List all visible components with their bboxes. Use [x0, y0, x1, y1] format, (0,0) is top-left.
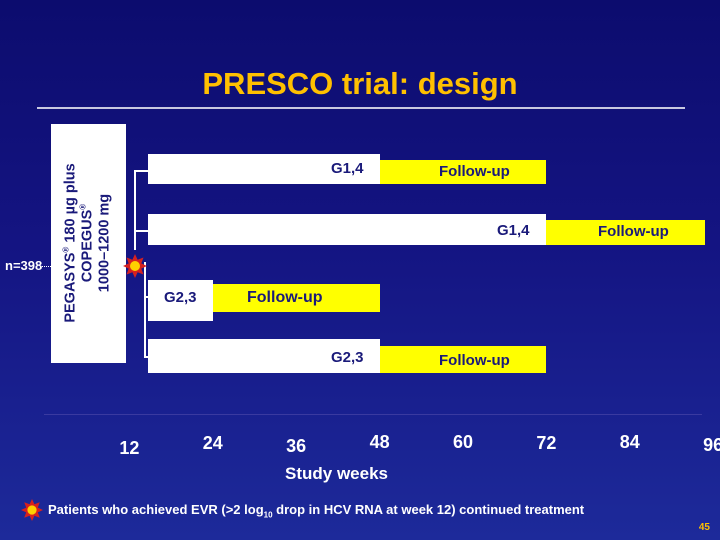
footnote-text-end: drop in HCV RNA at week 12) continued tr…	[272, 502, 585, 517]
treatment-label: G1,4	[497, 222, 530, 239]
evr-legend-star-icon	[21, 499, 43, 521]
footnote-subscript: 10	[263, 510, 273, 520]
drug1-name: PEGASYS	[62, 252, 79, 323]
sample-size-pointer	[42, 266, 51, 267]
tick-label: 12	[119, 438, 140, 458]
followup-label: Follow-up	[439, 163, 510, 180]
followup-bar	[213, 284, 380, 312]
drug1-dose: 180 µg plus	[62, 163, 79, 247]
connector-lower	[144, 262, 146, 357]
tick-label: 72	[536, 433, 557, 453]
followup-bar	[546, 220, 705, 245]
treatment-bar	[148, 154, 380, 184]
connector-arm-1	[134, 170, 148, 172]
connector-arm-2	[134, 230, 148, 232]
tick-label: 36	[286, 436, 307, 456]
treatment-bar	[148, 339, 380, 373]
drug2-registered-mark: ®	[78, 203, 88, 210]
treatment-label: G1,4	[331, 160, 364, 177]
connector-upper	[134, 170, 136, 250]
tick-label: 24	[202, 433, 223, 453]
tick-label: 96	[703, 435, 720, 455]
drug2-name: COPEGUS	[79, 209, 96, 283]
treatment-regimen-label: PEGASYS® 180 µg plus COPEGUS® 1000–1200 …	[61, 93, 114, 393]
drug2-dose: 1000–1200 mg	[96, 193, 113, 293]
footnote: Patients who achieved EVR (>2 log10 drop…	[48, 502, 584, 520]
page-number: 45	[698, 522, 710, 533]
title-divider	[37, 107, 685, 109]
treatment-bar	[148, 214, 546, 245]
sample-size-label: n=398	[5, 258, 43, 273]
treatment-label: G2,3	[331, 349, 364, 366]
followup-bar	[380, 346, 546, 373]
connector-arm-3	[144, 296, 148, 298]
slide-title: PRESCO trial: design	[202, 66, 518, 101]
treatment-bar	[148, 280, 213, 321]
followup-label: Follow-up	[598, 223, 669, 240]
footnote-text-start: Patients who achieved EVR (>2 log	[48, 502, 264, 517]
timeline-axis	[44, 414, 702, 415]
tick-label: 84	[619, 432, 640, 452]
treatment-regimen-box	[51, 124, 126, 363]
tick-label: 48	[369, 432, 390, 452]
followup-bar	[380, 160, 546, 184]
treatment-label: G2,3	[164, 289, 197, 306]
followup-label: Follow-up	[247, 289, 323, 306]
tick-label: 60	[452, 432, 474, 452]
followup-label: Follow-up	[439, 352, 510, 369]
evr-assessment-star-icon	[123, 254, 147, 278]
axis-title: Study weeks	[285, 464, 388, 483]
connector-arm-4	[144, 356, 148, 358]
drug1-registered-mark: ®	[61, 246, 71, 253]
